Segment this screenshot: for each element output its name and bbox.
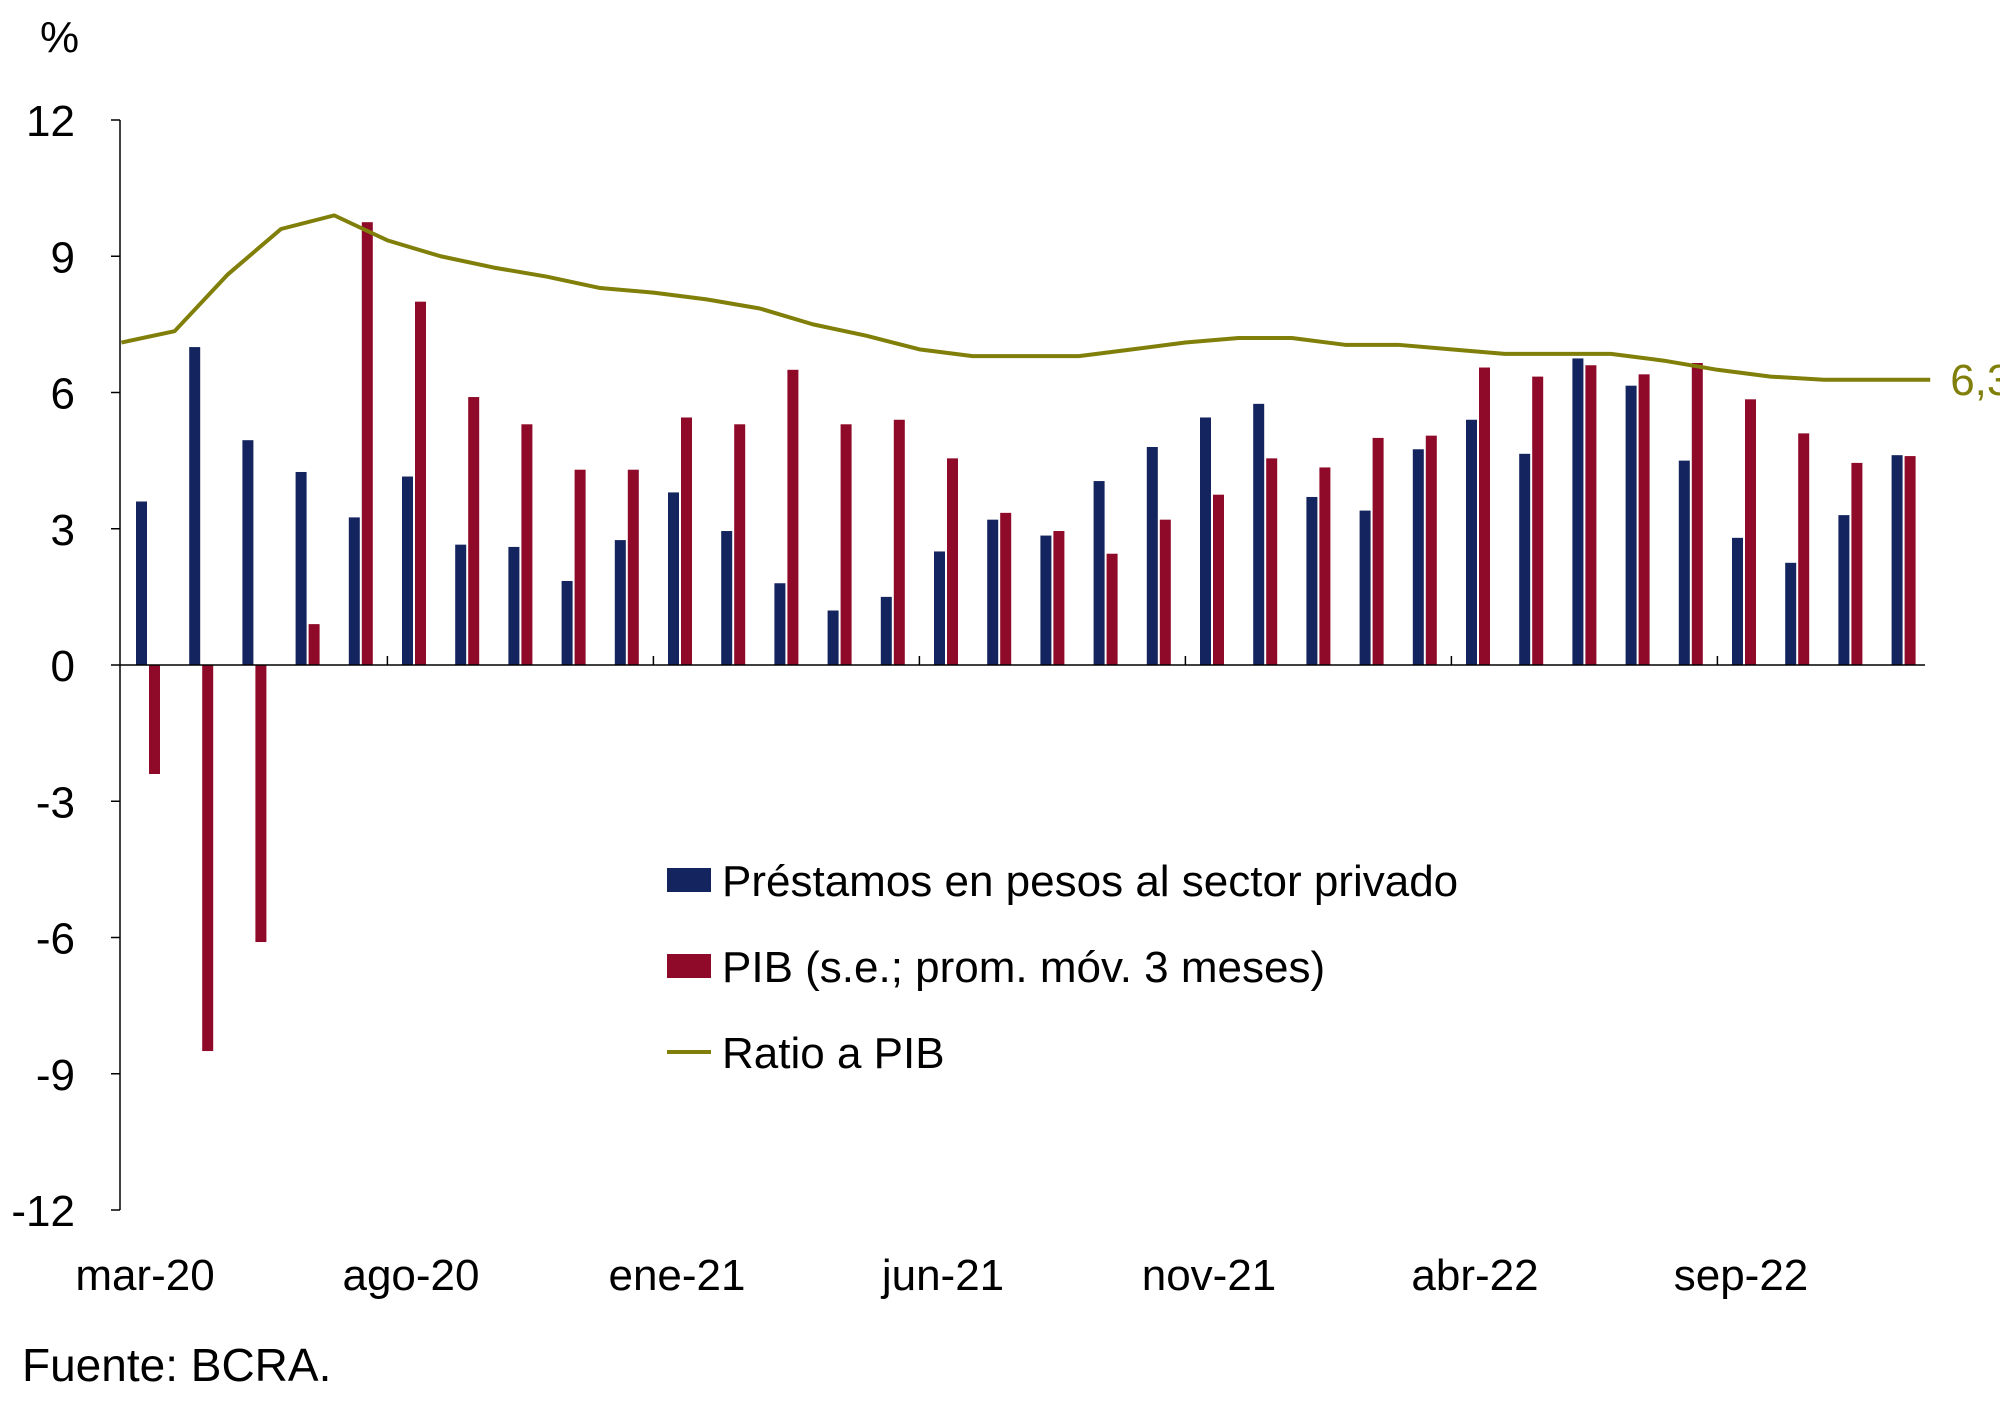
bar-pib [361,222,373,665]
bar-pib [1425,435,1437,665]
bar-pib [1053,531,1065,665]
line-end-label: 6,3 [1950,356,2000,405]
x-tick-label: ago-20 [342,1251,479,1300]
bar-prestamos [614,540,626,665]
bar-prestamos [880,596,892,665]
bar-prestamos [1040,535,1052,665]
legend-label-pib: PIB (s.e.; prom. móv. 3 meses) [722,943,1325,992]
bar-pib [415,301,426,665]
bar-prestamos [508,546,520,665]
y-tick-label: 3 [51,506,75,555]
bar-prestamos [1359,510,1371,665]
bar-prestamos [1253,403,1265,665]
bar-pib [1266,458,1278,665]
bar-pib [1638,374,1650,665]
x-tick-label: abr-22 [1411,1251,1538,1300]
y-tick-label: 0 [51,642,75,691]
bar-prestamos [1146,447,1158,665]
bar-pib [308,624,320,665]
bar-pib [1585,365,1597,665]
bar-prestamos [1838,515,1850,665]
y-tick-label: 6 [51,370,75,419]
bar-prestamos [1891,455,1903,665]
x-tick-label: mar-20 [75,1251,214,1300]
bar-pib [202,665,214,1052]
bar-pib [1798,433,1810,665]
bar-pib [1213,494,1224,665]
legend-label-prestamos: Préstamos en pesos al sector privado [722,857,1458,906]
bar-pib [734,424,746,665]
y-tick-label: -9 [36,1051,75,1100]
bar-prestamos [402,476,413,665]
bar-prestamos [1306,496,1318,665]
bar-pib [521,424,533,665]
bar-pib [1532,376,1544,665]
bar-prestamos [774,583,786,665]
x-tick-label: jun-21 [880,1251,1004,1300]
legend-swatch-prestamos [667,868,711,892]
legend-label-ratio: Ratio a PIB [722,1029,945,1078]
bar-prestamos [561,580,573,665]
y-tick-label: -6 [36,915,75,964]
bar-prestamos [1678,460,1690,665]
x-tick-label: sep-22 [1674,1251,1809,1300]
source-note: Fuente: BCRA. [22,1339,332,1391]
bar-prestamos [987,519,999,665]
bar-pib [1479,367,1490,665]
bar-prestamos [827,610,839,665]
bar-pib [1319,467,1331,665]
bar-prestamos [348,517,360,665]
bar-prestamos [136,501,147,665]
bar-prestamos [1519,453,1531,665]
bar-prestamos [1572,358,1584,665]
x-tick-label: nov-21 [1142,1251,1277,1300]
bar-pib [468,397,480,665]
bar-pib [1372,437,1384,665]
legend-swatch-pib [667,954,711,978]
bar-pib [1691,362,1703,665]
bar-pib [1904,456,1916,665]
bar-prestamos [295,471,307,665]
bar-prestamos [242,440,254,665]
bar-prestamos [455,544,467,665]
bar-prestamos [1200,417,1211,665]
bar-pib [1745,399,1756,665]
x-tick-label: ene-21 [608,1251,745,1300]
bar-pib [1159,519,1171,665]
bar-prestamos [1785,562,1797,665]
bar-pib [627,469,639,665]
bar-pib [1000,512,1012,665]
bar-prestamos [1625,385,1637,665]
bar-prestamos [934,551,945,665]
bar-prestamos [189,347,201,665]
bar-pib [1106,553,1118,665]
bar-prestamos [1466,419,1477,665]
bar-prestamos [1732,537,1743,665]
y-unit-label: % [40,13,79,62]
bar-prestamos [1412,449,1424,665]
bar-pib [255,665,267,943]
bar-pib [149,665,160,774]
bar-pib [787,369,799,665]
y-tick-label: 12 [26,97,75,146]
bar-prestamos [1093,481,1105,665]
bar-prestamos [668,492,679,665]
bar-pib [574,469,586,665]
bar-prestamos [721,531,733,665]
bar-pib [947,458,958,665]
y-tick-label: -12 [11,1187,75,1236]
bar-pib [893,419,905,665]
bar-pib [840,424,852,665]
line-ratio-pib [120,213,1931,382]
bar-pib [1851,462,1863,665]
y-tick-label: 9 [51,233,75,282]
bar-pib [681,417,692,665]
y-tick-label: -3 [36,778,75,827]
